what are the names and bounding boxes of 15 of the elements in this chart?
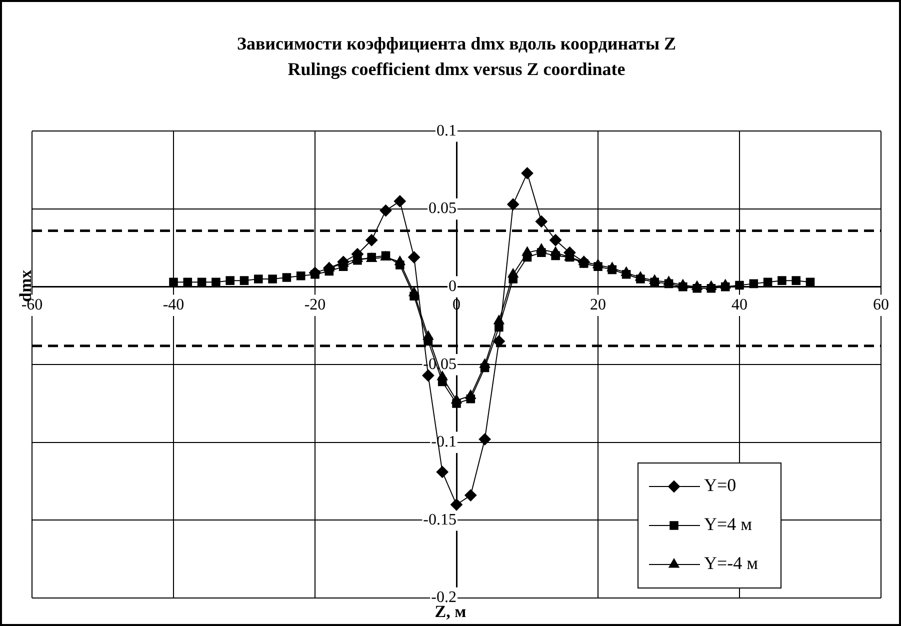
y-tick-label: 0.1	[436, 122, 456, 140]
x-tick-label: 40	[732, 296, 748, 314]
y-tick-label: -0.15	[423, 511, 456, 528]
x-tick-label: 60	[873, 296, 889, 314]
y-tick-label: 0	[448, 278, 456, 296]
legend-label: Y=-4 м	[704, 553, 758, 574]
x-tick-label: 20	[590, 296, 606, 314]
y-tick-label: 0.05	[428, 200, 456, 218]
x-tick-label: -40	[162, 296, 184, 314]
y-tick-label: -0.2	[431, 589, 456, 606]
chart-subtitle: Rulings coefficient dmx versus Z coordinate	[288, 59, 626, 80]
x-tick-label: -20	[304, 296, 326, 314]
legend-label: Y=4 м	[704, 514, 752, 534]
legend-label: Y=0	[704, 475, 736, 496]
chart-title: Зависимости коэффициента dmx вдоль координаты Z	[236, 33, 676, 54]
